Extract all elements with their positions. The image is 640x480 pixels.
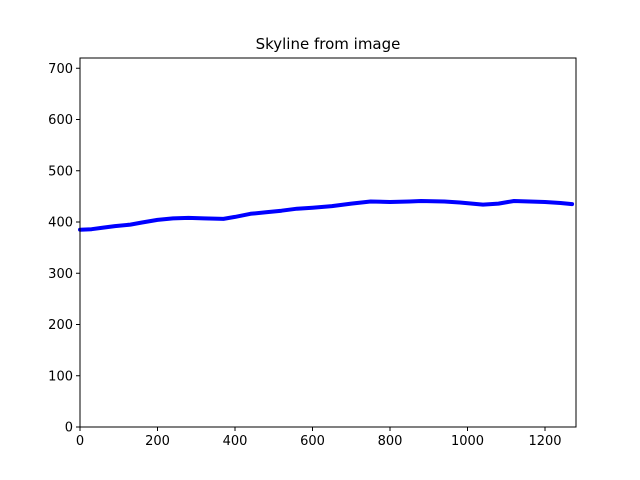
y-tick-label: 200 [48, 318, 73, 333]
y-tick-label: 500 [48, 164, 73, 179]
skyline-series-line [78, 199, 575, 232]
x-tick-label: 1200 [528, 434, 561, 449]
y-tick-label: 700 [48, 62, 73, 77]
y-axis: 0 100 200 300 400 500 600 700 [48, 62, 80, 436]
y-tick-label: 0 [65, 421, 73, 436]
x-tick-label: 800 [378, 434, 403, 449]
plot-area [78, 199, 575, 232]
x-tick-label: 600 [300, 434, 325, 449]
plot-frame [79, 57, 577, 428]
x-tick-label: 400 [223, 434, 248, 449]
chart-title: Skyline from image [256, 35, 401, 53]
y-tick-label: 400 [48, 216, 73, 231]
x-tick-label: 0 [76, 434, 84, 449]
x-axis: 0 200 400 600 800 1000 1200 [76, 427, 562, 449]
y-tick-label: 100 [48, 369, 73, 384]
x-tick-label: 1000 [451, 434, 484, 449]
x-tick-label: 200 [145, 434, 170, 449]
y-tick-label: 600 [48, 113, 73, 128]
y-tick-label: 300 [48, 267, 73, 282]
